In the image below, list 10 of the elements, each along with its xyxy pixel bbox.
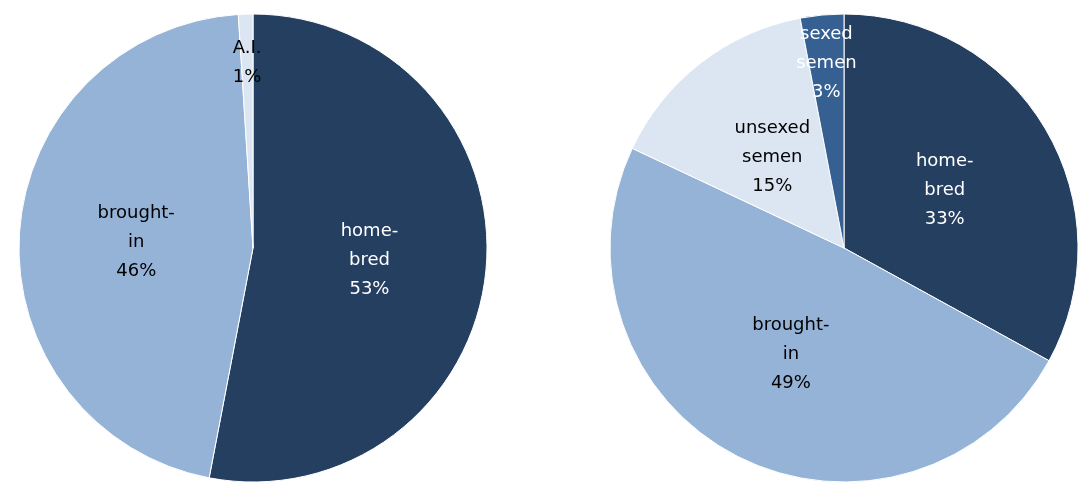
data-label: 33%	[924, 206, 965, 228]
slice-label: brought-in	[752, 312, 830, 363]
data-label: 49%	[770, 370, 811, 392]
data-label: 15%	[752, 173, 793, 195]
slice-label: brought-in	[97, 200, 175, 251]
slice-label: unsexed semen	[734, 115, 811, 166]
slice-label: home-bred	[915, 148, 974, 199]
slice-label: home-bred	[340, 219, 399, 270]
data-label: 53%	[349, 277, 390, 299]
data-label: 46%	[116, 258, 157, 280]
